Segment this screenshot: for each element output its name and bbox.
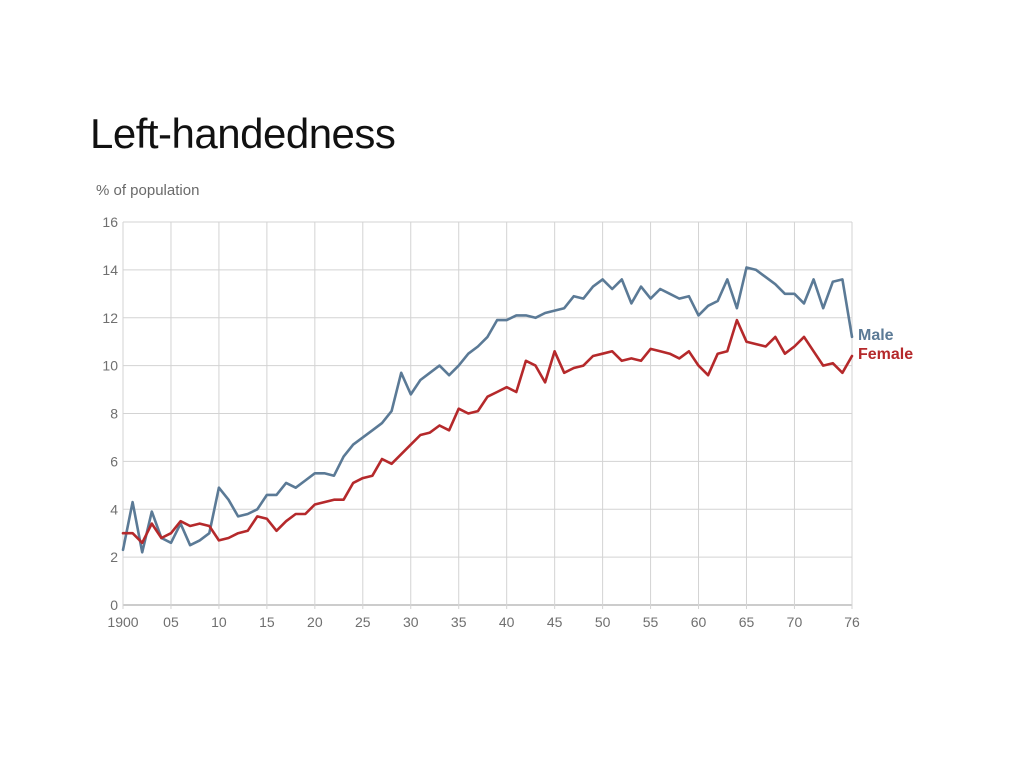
y-tick-label: 2: [110, 549, 118, 565]
y-tick-label: 0: [110, 597, 118, 613]
x-tick-label: 10: [211, 614, 227, 630]
x-tick-label: 05: [163, 614, 179, 630]
series-labels: Male Female: [858, 327, 913, 363]
y-tick-label: 10: [102, 358, 118, 374]
x-tick-label: 76: [844, 614, 860, 630]
y-axis-ticks: 0 2 4 6 8 10 12 14 16: [102, 214, 118, 613]
x-tick-label: 50: [595, 614, 611, 630]
x-tick-label: 1900: [107, 614, 138, 630]
x-tick-label: 20: [307, 614, 323, 630]
series-label-female: Female: [858, 346, 913, 363]
y-tick-label: 16: [102, 214, 118, 230]
x-tick-label: 70: [787, 614, 803, 630]
y-tick-label: 6: [110, 453, 118, 469]
chart-title: Left-handedness: [90, 110, 396, 157]
x-tick-label: 45: [547, 614, 563, 630]
series-line-female: [121, 318, 854, 545]
series-lines: [121, 266, 854, 554]
series-label-male: Male: [858, 327, 894, 344]
y-tick-label: 8: [110, 406, 118, 422]
y-tick-label: 4: [110, 501, 118, 517]
x-tick-label: 55: [643, 614, 659, 630]
x-tick-label: 60: [691, 614, 707, 630]
x-tick-label: 40: [499, 614, 515, 630]
y-tick-label: 12: [102, 310, 118, 326]
x-tick-label: 35: [451, 614, 467, 630]
y-axis-label: % of population: [96, 182, 199, 199]
series-line-male: [121, 266, 854, 554]
grid: [122, 221, 853, 609]
x-tick-label: 30: [403, 614, 419, 630]
x-tick-label: 65: [739, 614, 755, 630]
y-tick-label: 14: [102, 262, 118, 278]
x-tick-label: 25: [355, 614, 371, 630]
x-axis-ticks: 1900 05 10 15 20 25 30 35 40 45 50 55 60 65 70 76: [107, 614, 860, 630]
x-tick-label: 15: [259, 614, 275, 630]
